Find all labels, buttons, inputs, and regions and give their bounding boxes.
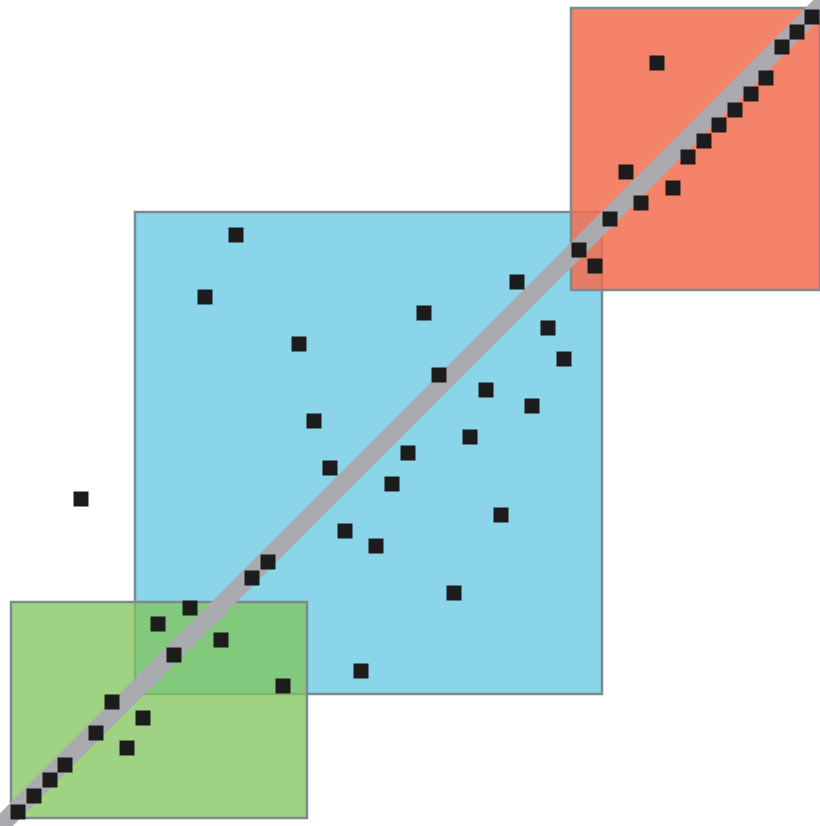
data-point-8: [135, 710, 151, 726]
data-point-22: [322, 460, 338, 476]
data-point-47: [758, 70, 774, 86]
data-point-13: [244, 570, 260, 586]
data-point-14: [260, 554, 276, 570]
data-point-16: [353, 663, 369, 679]
green-region: [9, 600, 309, 820]
data-point-48: [774, 39, 790, 55]
data-point-38: [602, 211, 618, 227]
data-point-25: [306, 413, 322, 429]
data-point-27: [478, 382, 494, 398]
data-point-32: [416, 305, 432, 321]
data-point-26: [524, 398, 540, 414]
data-point-12: [213, 632, 229, 648]
data-point-49: [789, 24, 805, 40]
data-point-51: [649, 55, 665, 71]
data-point-19: [446, 585, 462, 601]
data-point-11: [182, 600, 198, 616]
data-point-33: [509, 274, 525, 290]
data-point-30: [540, 320, 556, 336]
data-point-42: [680, 149, 696, 165]
data-point-20: [493, 507, 509, 523]
data-point-28: [431, 367, 447, 383]
data-point-17: [337, 523, 353, 539]
data-point-5: [88, 725, 104, 741]
data-point-24: [462, 429, 478, 445]
data-point-7: [119, 740, 135, 756]
data-point-15: [275, 678, 291, 694]
data-point-6: [104, 694, 120, 710]
data-point-31: [291, 336, 307, 352]
data-point-18: [368, 538, 384, 554]
data-point-1: [10, 804, 26, 820]
data-point-45: [727, 102, 743, 118]
data-point-21: [384, 476, 400, 492]
points-layer: [10, 9, 820, 820]
data-point-43: [696, 133, 712, 149]
data-point-35: [228, 227, 244, 243]
data-point-2: [26, 788, 42, 804]
data-point-23: [400, 445, 416, 461]
data-point-37: [587, 258, 603, 274]
data-point-44: [711, 117, 727, 133]
data-point-34: [197, 289, 213, 305]
data-point-46: [743, 86, 759, 102]
data-point-52: [73, 491, 89, 507]
data-point-41: [665, 180, 681, 196]
data-point-36: [571, 242, 587, 258]
data-point-3: [42, 772, 58, 788]
data-point-39: [618, 164, 634, 180]
data-point-4: [57, 757, 73, 773]
data-point-10: [166, 647, 182, 663]
data-point-29: [556, 351, 572, 367]
data-point-50: [804, 9, 820, 25]
data-point-9: [150, 616, 166, 632]
data-point-40: [633, 195, 649, 211]
